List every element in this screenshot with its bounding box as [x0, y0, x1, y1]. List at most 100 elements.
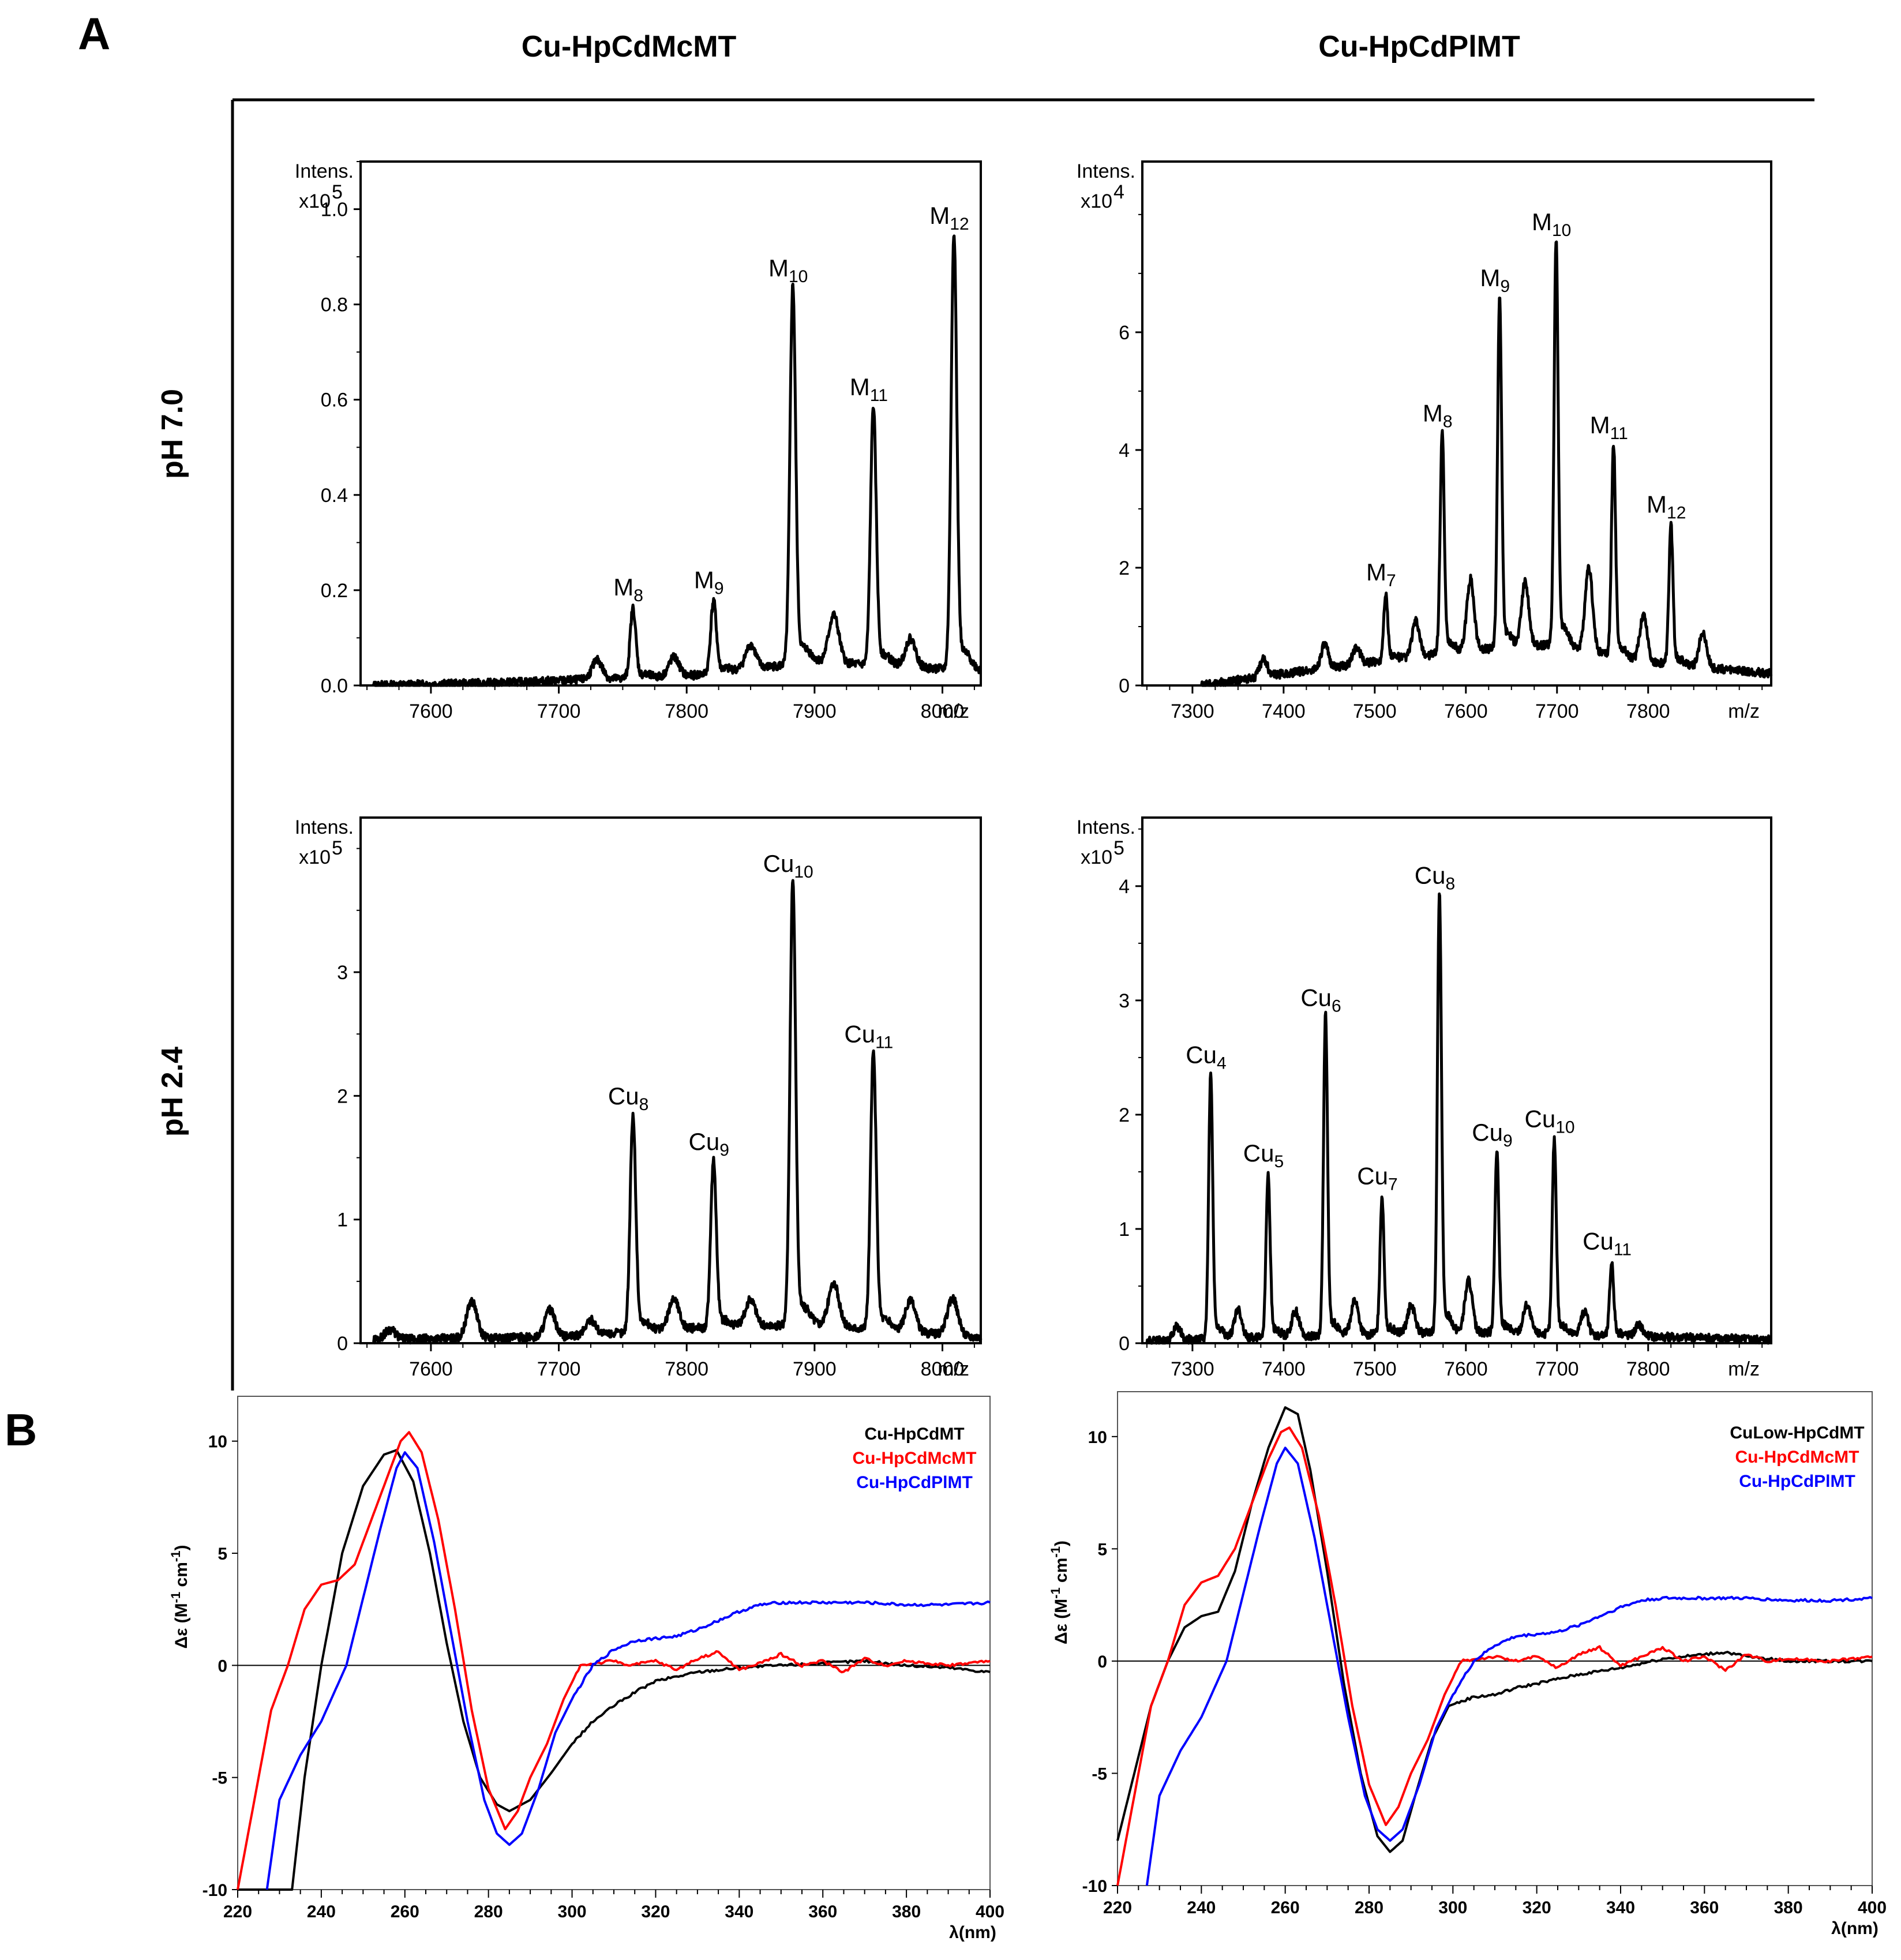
x-axis-label: λ(nm) — [1831, 1919, 1878, 1938]
x-tick-label: 380 — [1774, 1898, 1803, 1917]
y-axis-label-part: ) — [172, 1545, 191, 1551]
y-tick-label: -10 — [203, 1881, 227, 1900]
peak-label-base: Cu — [1357, 1162, 1388, 1189]
column-title-mcmt: Cu-HpCdMcMT — [522, 30, 737, 63]
y-tick-label: 3 — [1119, 990, 1130, 1012]
legend-entry: CuLow-HpCdMT — [1730, 1423, 1864, 1442]
x-tick-label: 240 — [307, 1902, 336, 1921]
x-tick-label: 7600 — [409, 700, 453, 722]
y-tick-label: -10 — [1082, 1877, 1107, 1896]
peak-label-base: Cu — [844, 1021, 875, 1048]
cd-series-cu-hpcdmcmt — [1116, 1426, 1873, 1886]
peak-label: Cu11 — [844, 1021, 893, 1052]
peak-label: M12 — [929, 202, 969, 234]
y-axis-label-part: cm — [1052, 1558, 1071, 1588]
spectrum-trace — [1145, 892, 1772, 1345]
x-tick-label: 7300 — [1171, 1358, 1214, 1380]
x-axis-label: λ(nm) — [949, 1923, 996, 1942]
y-tick-label: 2 — [1119, 557, 1130, 579]
peak-label: Cu8 — [1415, 862, 1455, 894]
x-tick-label: 7800 — [1626, 1358, 1670, 1380]
cd-series-cu-hpcdmt — [238, 1449, 991, 1891]
y-axis-exponent-power: 5 — [332, 181, 343, 203]
x-tick-label: 8000 — [921, 700, 965, 722]
x-axis-label: m/z — [938, 1358, 969, 1380]
peak-label-subscript: 7 — [1386, 571, 1396, 590]
y-axis-label-superscript: -1 — [1048, 1587, 1063, 1599]
peak-label-subscript: 8 — [1445, 875, 1455, 894]
y-axis-label: Δε (M-1 cm-1) — [1048, 1541, 1071, 1644]
legend-entry: Cu-HpCdPlMT — [1739, 1472, 1855, 1491]
x-tick-label: 400 — [1858, 1898, 1887, 1917]
y-tick-label: 0.4 — [321, 485, 348, 507]
peak-label: Cu7 — [1357, 1162, 1397, 1194]
peak-label: Cu10 — [1524, 1105, 1574, 1137]
peak-label: M9 — [694, 567, 724, 598]
y-axis-exponent-power: 4 — [1113, 181, 1124, 203]
peak-label: Cu6 — [1300, 984, 1341, 1016]
y-axis-exponent-base: x10 — [1081, 190, 1112, 212]
plot-frame — [359, 160, 982, 687]
peak-label-subscript: 5 — [1274, 1152, 1284, 1171]
peak-label: Cu11 — [1583, 1227, 1632, 1259]
cd-series-cu-hpcdplmt — [265, 1451, 991, 1890]
peak-label: Cu9 — [689, 1128, 729, 1160]
peak-label-subscript: 9 — [714, 579, 724, 598]
y-axis-label-superscript: -1 — [168, 1551, 183, 1562]
x-tick-label: 300 — [558, 1902, 587, 1921]
ms-chart-plmt-ph7: 0 2 4 6 7300 7400 7500 7600 7700 7800 m/z Intens. x1… — [1077, 160, 1773, 722]
x-axis-label: m/z — [1728, 1358, 1760, 1380]
y-axis-label-part: Δε (M — [172, 1603, 191, 1648]
peak-label-subscript: 11 — [1610, 424, 1628, 443]
peak-label-subscript: 8 — [633, 586, 643, 605]
panel-a-label: A — [78, 8, 110, 59]
peak-label-subscript: 11 — [875, 1033, 893, 1052]
x-tick-label: 320 — [1523, 1898, 1551, 1917]
x-tick-label: 360 — [1690, 1898, 1719, 1917]
y-tick-label: 0 — [337, 1333, 348, 1355]
x-tick-label: 7800 — [1626, 700, 1670, 722]
x-tick-label: 220 — [223, 1902, 252, 1921]
x-tick-label: 320 — [641, 1902, 670, 1921]
peak-label-subscript: 4 — [1217, 1054, 1227, 1073]
x-tick-label: 400 — [976, 1902, 1004, 1921]
peak-label-base: M — [613, 574, 633, 601]
column-title-plmt: Cu-HpCdPlMT — [1318, 30, 1520, 63]
peak-label-subscript: 9 — [719, 1141, 729, 1160]
cd-series-cu-hpcdplmt — [1145, 1446, 1873, 1886]
peak-label-base: M — [694, 567, 714, 594]
y-tick-label: 0 — [1119, 1333, 1130, 1355]
peak-label-base: Cu — [1186, 1041, 1217, 1069]
peak-label-base: M — [1366, 559, 1386, 586]
peak-label-base: Cu — [1300, 984, 1332, 1011]
ms-chart-mcmt-ph7: 0.0 0.2 0.4 0.6 0.8 1.0 7600 7700 7800 7900 8000m/… — [295, 160, 982, 722]
x-tick-label: 7300 — [1171, 700, 1214, 722]
peak-label-base: M — [1532, 208, 1552, 235]
peak-label: M7 — [1366, 559, 1396, 590]
peak-label-subscript: 8 — [1443, 412, 1453, 431]
legend-entry: Cu-HpCdMT — [864, 1425, 964, 1444]
peak-label: M10 — [768, 254, 808, 286]
peak-label: M8 — [613, 574, 643, 605]
y-axis-exponent-base: x10 — [1081, 846, 1112, 868]
cd-series-cu-hpcdmcmt — [237, 1431, 991, 1890]
y-axis-label: Intens. — [1077, 816, 1135, 838]
peak-label-subscript: 7 — [1388, 1175, 1398, 1194]
x-tick-label: 7700 — [1535, 700, 1579, 722]
peak-label-base: M — [929, 202, 950, 229]
cd-series-culow-hpcdmt — [1116, 1406, 1873, 1853]
peak-label-base: M — [768, 254, 789, 282]
x-tick-label: 7800 — [665, 1358, 708, 1380]
y-tick-label: 0.0 — [321, 675, 348, 697]
y-tick-label: 0 — [218, 1657, 227, 1676]
row-title-ph7: pH 7.0 — [156, 389, 189, 479]
peak-label-subscript: 10 — [1552, 221, 1571, 240]
y-axis-label-part: ) — [1052, 1541, 1071, 1546]
y-tick-label: 0.8 — [321, 294, 348, 316]
spectrum-trace — [372, 234, 982, 687]
peak-label-base: M — [1590, 411, 1610, 439]
ms-chart-plmt-ph2: 0 1 2 3 4 7300 7400 7500 7600 7700 7800 m/z Intens. x… — [1077, 816, 1772, 1380]
peak-label-base: M — [1647, 491, 1667, 518]
y-tick-label: 5 — [218, 1545, 227, 1564]
